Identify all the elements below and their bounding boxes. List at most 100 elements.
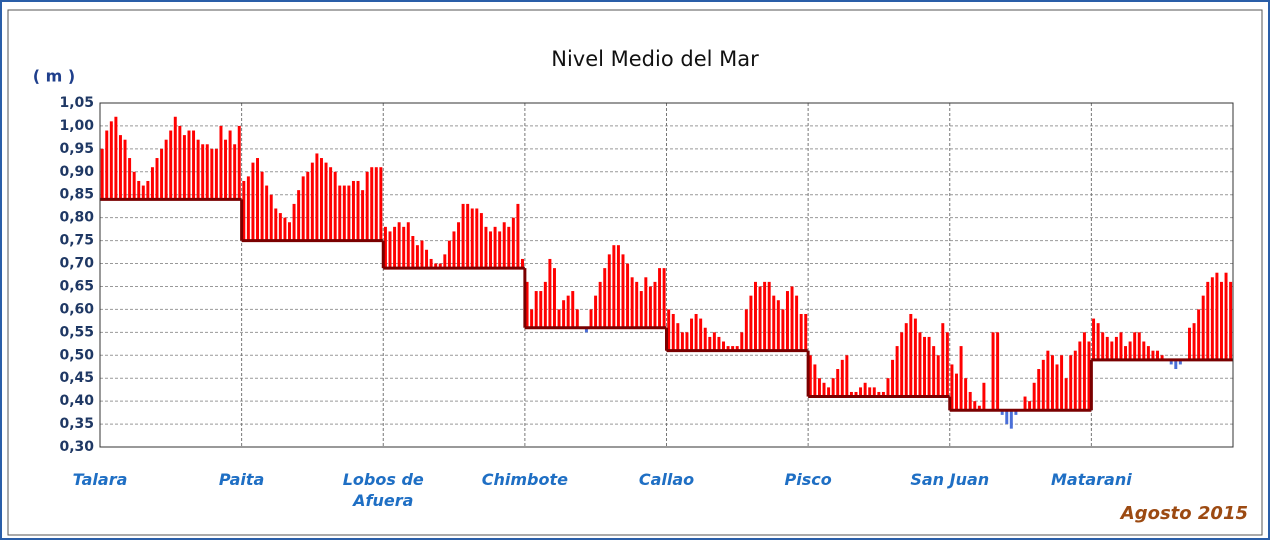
bar: [187, 130, 191, 200]
y-axis-label: ( m ): [33, 67, 75, 86]
bar: [374, 167, 378, 241]
bar: [781, 309, 785, 351]
bar: [1110, 341, 1114, 360]
bar: [205, 144, 209, 200]
bar: [1206, 281, 1210, 360]
bar: [616, 245, 620, 328]
bar: [1055, 364, 1059, 411]
bar: [265, 185, 269, 241]
bar: [123, 139, 127, 200]
bar: [822, 382, 826, 397]
bar: [918, 332, 922, 397]
bar: [530, 309, 534, 328]
bar: [1028, 401, 1032, 411]
bar: [251, 162, 255, 241]
bar: [415, 245, 419, 269]
bar: [785, 291, 789, 351]
bar: [676, 323, 680, 351]
bar: [1087, 341, 1091, 411]
bar: [150, 167, 154, 200]
bar: [246, 176, 250, 241]
bar: [717, 336, 721, 351]
bar: [146, 180, 150, 200]
bar: [100, 148, 104, 200]
bar: [726, 346, 730, 351]
plot-border: [99, 102, 1234, 448]
bar: [297, 190, 301, 241]
bar: [333, 171, 337, 241]
bar: [1041, 359, 1045, 411]
bar: [224, 139, 228, 200]
bar: [155, 158, 159, 200]
bar: [329, 167, 333, 241]
bar: [1219, 281, 1223, 360]
bar: [1142, 341, 1146, 360]
bar: [653, 281, 657, 328]
bar: [1069, 355, 1073, 411]
bar: [662, 268, 666, 328]
y-tick-label: 0,90: [59, 164, 94, 180]
y-tick-label: 0,85: [59, 187, 94, 203]
bar: [489, 231, 492, 269]
bar: [859, 387, 863, 397]
bar: [269, 194, 273, 241]
bar: [452, 231, 456, 269]
bar: [1156, 350, 1160, 360]
bar: [324, 162, 328, 241]
bar: [557, 309, 561, 328]
y-tick-label: 1,00: [59, 118, 94, 134]
bar: [607, 254, 611, 328]
bar: [214, 148, 218, 200]
bar: [1188, 327, 1191, 360]
station-label: Talara: [72, 470, 128, 489]
bar: [260, 171, 264, 241]
bar: [1114, 336, 1118, 360]
bar: [1224, 272, 1228, 360]
station-label: Lobos de Afuera: [342, 470, 424, 510]
bar: [182, 135, 186, 200]
bar: [891, 359, 895, 397]
bar: [968, 391, 972, 411]
bar: [347, 185, 351, 241]
station-label: San Juan: [910, 470, 990, 489]
bar: [470, 208, 474, 269]
bar: [571, 291, 575, 328]
bar: [301, 176, 305, 241]
station-label: Paita: [218, 470, 265, 489]
bar: [502, 222, 506, 269]
chart-title: Nivel Medio del Mar: [551, 47, 759, 71]
bar: [872, 387, 876, 397]
bar: [735, 346, 739, 351]
bar: [1032, 382, 1036, 411]
bar: [1005, 410, 1009, 425]
bar: [877, 391, 881, 397]
bar: [804, 313, 808, 351]
bar: [438, 263, 442, 269]
bar: [1078, 341, 1082, 411]
bar: [1009, 410, 1013, 429]
bar: [1037, 369, 1041, 411]
bar: [964, 378, 968, 411]
bar: [831, 378, 835, 397]
bar: [356, 180, 360, 241]
bar: [196, 139, 200, 200]
bar: [1201, 295, 1205, 360]
bar: [164, 139, 168, 200]
bar: [648, 286, 652, 328]
bar: [434, 263, 438, 269]
bar: [854, 391, 858, 397]
bar: [799, 313, 803, 351]
bar: [708, 336, 712, 351]
bar: [178, 125, 182, 200]
bar: [466, 203, 470, 269]
y-tick-label: 0,95: [59, 141, 94, 157]
bar: [461, 203, 465, 269]
bar: [511, 217, 515, 269]
bar: [680, 332, 684, 351]
bar: [603, 268, 607, 328]
bar: [411, 236, 415, 269]
bar: [1169, 359, 1173, 365]
bar: [498, 231, 502, 269]
